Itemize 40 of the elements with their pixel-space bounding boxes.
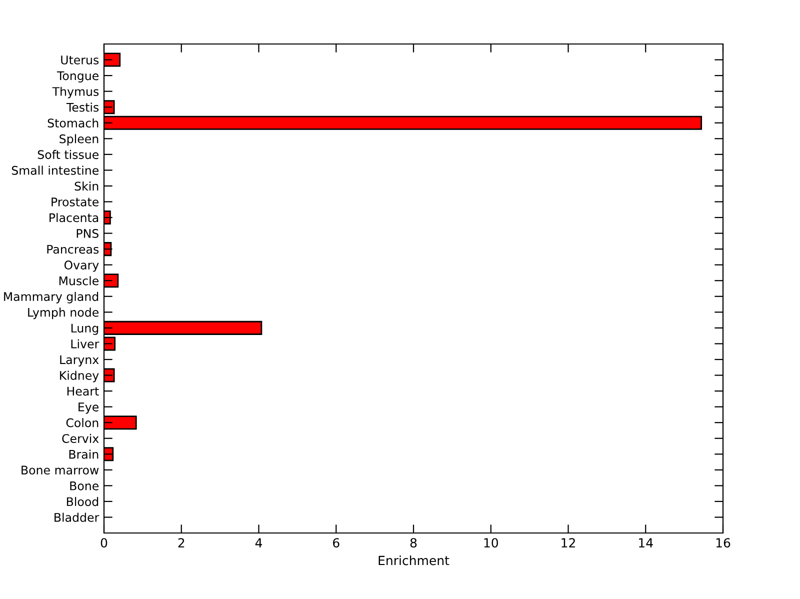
y-tick-label: Thymus xyxy=(52,86,99,98)
x-tick-label: 14 xyxy=(639,538,653,548)
y-tick-label: Larynx xyxy=(60,355,99,366)
y-tick-label: Heart xyxy=(67,386,99,396)
x-tick-label: 10 xyxy=(484,538,498,548)
y-tick-label: Liver xyxy=(71,339,100,348)
y-tick-label: Lung xyxy=(71,324,98,335)
y-tick-label: PNS xyxy=(76,229,98,238)
y-tick-label: Blood xyxy=(66,496,98,506)
y-tick-label: Bone marrow xyxy=(22,466,99,475)
x-tick-label: 2 xyxy=(178,538,184,548)
x-tick-label: 12 xyxy=(562,538,575,548)
y-tick-label: Spleen xyxy=(60,134,98,146)
y-tick-label: Mammary gland xyxy=(4,292,98,304)
x-tick-label: 8 xyxy=(410,538,417,548)
y-tick-label: Placenta xyxy=(50,213,98,222)
y-tick-label: Muscle xyxy=(59,276,99,286)
y-tick-label: Cervix xyxy=(62,434,99,444)
y-tick-label: Brain xyxy=(69,450,98,459)
y-tick-label: Lymph node xyxy=(28,308,99,320)
y-tick-label: Kidney xyxy=(60,370,99,382)
y-tick-label: Bladder xyxy=(54,512,100,522)
x-tick-label: 0 xyxy=(100,538,108,548)
y-tick-label: Pancreas xyxy=(47,244,99,254)
y-tick-label: Eye xyxy=(78,402,99,414)
y-tick-label: Testis xyxy=(66,102,99,112)
x-tick-label: 16 xyxy=(716,538,730,548)
y-tick-label: Small intestine xyxy=(12,166,99,175)
y-tick-label: Prostate xyxy=(52,198,99,206)
y-tick-label: Ovary xyxy=(64,260,99,272)
y-tick-label: Uterus xyxy=(61,56,99,64)
y-tick-label: Tongue xyxy=(56,71,99,82)
y-tick-label: Bone xyxy=(70,482,99,490)
x-axis-title: Enrichment xyxy=(378,556,450,566)
x-tick-label: 4 xyxy=(255,538,262,548)
x-tick-label: 6 xyxy=(333,538,340,548)
y-tick-label: Stomach xyxy=(48,118,98,128)
y-tick-label: Colon xyxy=(66,418,98,428)
y-tick-label: Skin xyxy=(74,181,98,191)
y-tick-label: Soft tissue xyxy=(38,150,99,160)
